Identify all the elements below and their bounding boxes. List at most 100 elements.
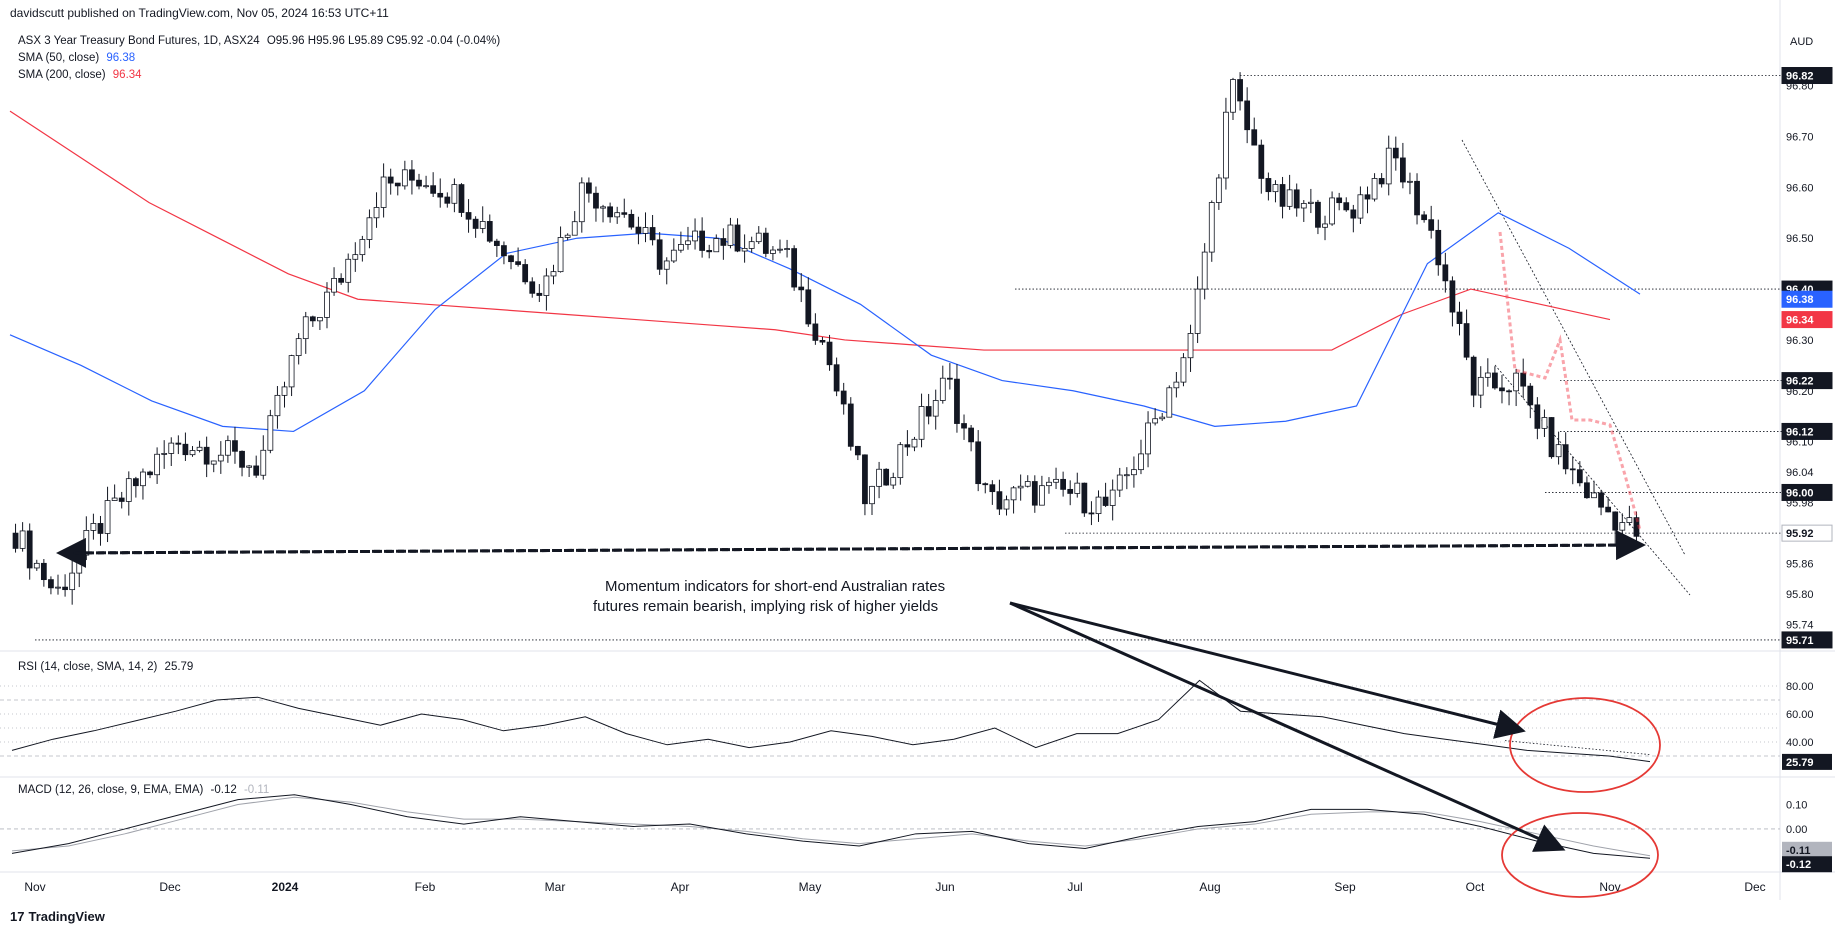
candle-body [734,224,741,252]
candle-body [302,316,309,340]
candle-body [366,217,373,240]
time-tick-label: Sep [1334,880,1356,894]
support-arrow-right [61,530,1646,561]
price-level-label: 96.12 [1786,426,1814,438]
candle-body [111,497,118,501]
candle-body [614,212,621,218]
macd-value-badge [1782,841,1832,858]
candle-body [550,271,557,277]
candle-body [954,378,960,424]
candle-body [423,185,429,188]
candle-body [12,532,19,549]
candle-body [486,221,493,242]
candle-body [1230,79,1236,113]
candle-body [1131,469,1137,476]
time-tick-label: Oct [1466,880,1485,894]
candle-body [1251,129,1258,146]
candle-body [536,292,543,296]
candle-body [1484,372,1491,378]
candle-body [1626,517,1633,523]
price-level-label: 96.34 [1786,315,1814,327]
sma50-path [9,212,1641,433]
candle-body [359,239,366,256]
candle-body [741,248,748,252]
macd-highlight-ellipse [1501,812,1659,898]
highlight-lines [1498,231,1642,531]
sma200-label: SMA (200, close) [18,69,106,81]
candle-body [239,450,245,468]
candle-body [911,438,918,448]
candle-body [508,255,514,263]
candle-body [706,250,713,253]
sma200-path [9,110,1611,351]
candle-body [1067,488,1074,494]
price-tick-label: 96.70 [1786,132,1814,144]
candle-body [925,406,932,417]
candle-body [1605,506,1612,513]
candle-body [479,221,486,229]
candle-body [125,478,132,502]
candle-body [1307,201,1314,204]
candle-body [1194,288,1201,334]
candle-body [1421,214,1427,221]
candle-body [961,423,967,429]
candle-body [493,240,500,246]
candle-body [982,483,989,486]
candle-body [1053,478,1059,483]
candle-body [168,442,175,454]
candle-body [1300,203,1307,209]
candle-body [1584,482,1590,499]
price-tick-label: 95.74 [1786,620,1814,632]
rsi-line [11,679,1651,763]
candle-body [854,445,861,456]
candle-body [472,218,479,229]
macd-signal-value: -0.11 [243,784,270,796]
candle-body [649,227,656,241]
candle-body [1180,357,1187,383]
candle-body [578,182,585,223]
price-level-label: 95.71 [1786,635,1814,647]
candle-body [1555,444,1562,458]
annotation-line-2: futures remain bearish, implying risk of… [593,598,938,615]
rsi-pane: 80.00 60.00 40.00 25.79 [0,679,1832,793]
price-level-label: 96.00 [1786,487,1814,499]
price-tick-label: 96.60 [1786,182,1814,194]
price-level-badge [1781,372,1833,390]
macd-pane: 0.10 0.00 -0.11 -0.12 [0,794,1832,898]
candle-body [1392,147,1399,159]
rsi-label: RSI (14, close, SMA, 14, 2) [18,661,158,673]
horizontal-levels [35,75,1782,641]
candle-body [253,465,260,476]
candle-body [890,477,897,486]
candle-body [1017,485,1024,489]
candle-body [260,449,267,476]
tradingview-logo-icon: 17 [10,909,25,924]
candle-body [876,468,882,487]
sma50-label: SMA (50, close) [18,52,100,64]
candle-body [883,468,890,486]
candle-body [90,523,97,531]
candle-body [819,339,826,343]
candle-body [104,500,111,534]
annotation-line-1: Momentum indicators for short-end Austra… [605,578,945,595]
time-axis: Nov Dec 2024 Feb Mar Apr May Jun Jul Aug Sep Oct Nov… [24,880,1765,894]
candle-body [791,248,798,288]
sma50-line [9,212,1641,433]
candle-body [586,182,592,194]
price-level-badge [1781,631,1833,649]
candle-body [97,523,104,534]
candle-body [1187,333,1194,359]
candle-body [1166,387,1173,418]
candle-body [989,484,996,493]
candle-body [607,206,613,218]
candle-body [692,230,698,242]
candle-body [904,444,911,448]
candle-body [529,281,536,294]
candle-body [1173,381,1180,389]
rsi-tick-label: 80.00 [1786,681,1814,693]
candle-body [1046,481,1052,487]
candle-body [246,465,252,468]
candle-body [1463,323,1470,358]
candle-body [600,206,606,209]
